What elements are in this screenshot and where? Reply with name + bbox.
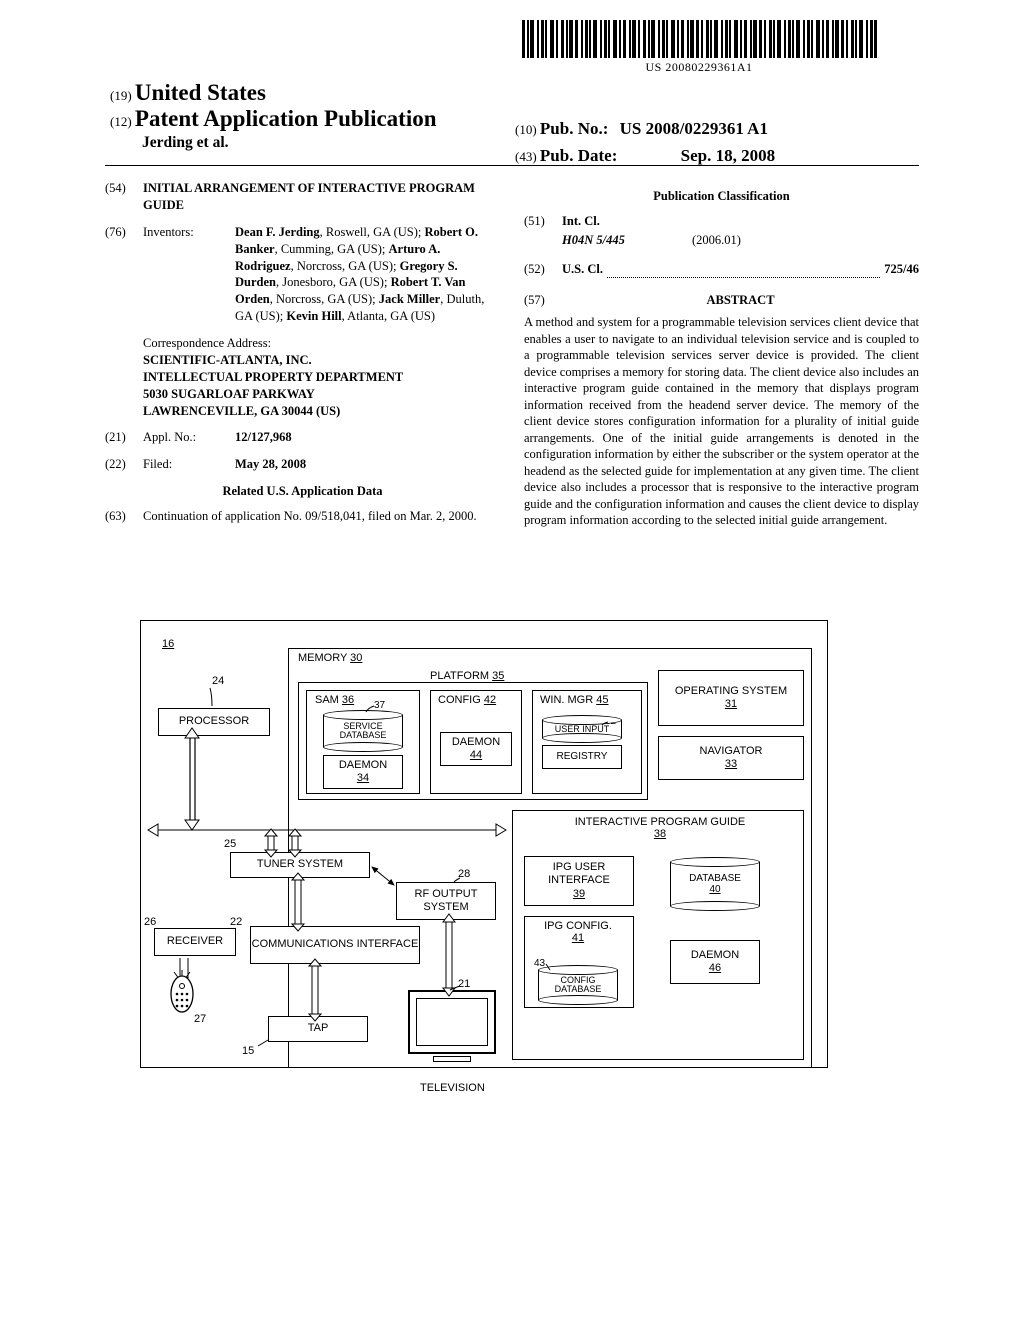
daemon-44-box: DAEMON44 — [440, 732, 512, 766]
pubno-value: US 2008/0229361 A1 — [620, 119, 768, 138]
left-column: (54) INITIAL ARRANGEMENT OF INTERACTIVE … — [105, 180, 500, 535]
country: United States — [135, 80, 266, 105]
uscl-label: U.S. Cl. — [562, 261, 603, 278]
applno-value: 12/127,968 — [235, 429, 500, 446]
pubno-label: Pub. No.: — [540, 119, 608, 138]
abstract-text: A method and system for a programmable t… — [524, 314, 919, 529]
correspondence-address: Correspondence Address: SCIENTIFIC-ATLAN… — [143, 335, 500, 419]
pubdate-value: Sep. 18, 2008 — [681, 146, 775, 165]
inventors-list: Dean F. Jerding, Roswell, GA (US); Rober… — [235, 224, 500, 325]
header-separator — [105, 165, 919, 166]
pubclass-header: Publication Classification — [524, 188, 919, 205]
field-63: (63) — [105, 508, 143, 525]
processor-box: PROCESSOR — [158, 708, 270, 736]
filed-value: May 28, 2008 — [235, 456, 500, 473]
ref-16: 16 — [162, 638, 174, 650]
field-12: (12) — [110, 114, 132, 129]
patent-header-right: (10) Pub. No.: US 2008/0229361 A1 (43) P… — [515, 115, 775, 169]
ipg-label: INTERACTIVE PROGRAM GUIDE38 — [570, 816, 750, 840]
corr-line4: LAWRENCEVILLE, GA 30044 (US) — [143, 403, 500, 420]
daemon-34-box: DAEMON34 — [323, 755, 403, 789]
memory-label: MEMORY 30 — [298, 652, 362, 664]
tv-label: TELEVISION — [420, 1082, 485, 1094]
sam-label: SAM 36 — [315, 694, 354, 706]
corr-line2: INTELLECTUAL PROPERTY DEPARTMENT — [143, 369, 500, 386]
applno-label: Appl. No.: — [143, 429, 235, 446]
field-57: (57) — [524, 292, 562, 309]
abstract-header: ABSTRACT — [562, 292, 919, 309]
os-box: OPERATING SYSTEM31 — [658, 670, 804, 726]
ref-22: 22 — [230, 916, 242, 928]
filed-label: Filed: — [143, 456, 235, 473]
ref-21: 21 — [458, 978, 470, 990]
uscl-value: 725/46 — [884, 261, 919, 278]
pubdate-label: Pub. Date: — [540, 146, 617, 165]
figure-diagram: 16 PROCESSOR 24 MEMORY 30 PLATFORM 35 SA… — [140, 620, 830, 1120]
database-label: DATABASE40 — [689, 873, 741, 895]
barcode-block: US 20080229361A1 — [474, 20, 924, 75]
tap-box: TAP — [268, 1016, 368, 1042]
intcl-code: H04N 5/445 — [562, 232, 692, 249]
ipg-ui-box: IPG USER INTERFACE39 — [524, 856, 634, 906]
related-data-header: Related U.S. Application Data — [105, 483, 500, 500]
daemon-46-box: DAEMON46 — [670, 940, 760, 984]
corr-line1: SCIENTIFIC-ATLANTA, INC. — [143, 352, 500, 369]
field-54: (54) — [105, 180, 143, 214]
comm-box: COMMUNICATIONS INTERFACE — [250, 926, 420, 964]
intcl-label: Int. Cl. — [562, 213, 919, 230]
bibliographic-columns: (54) INITIAL ARRANGEMENT OF INTERACTIVE … — [105, 180, 919, 535]
rfout-box: RF OUTPUT SYSTEM — [396, 882, 496, 920]
registry-box: REGISTRY — [542, 745, 622, 769]
field-21: (21) — [105, 429, 143, 446]
ref-24: 24 — [212, 675, 224, 687]
platform-label: PLATFORM 35 — [430, 670, 504, 682]
service-db-label: SERVICE DATABASE — [324, 722, 402, 740]
intcl-date: (2006.01) — [692, 232, 741, 249]
continuation-text: Continuation of application No. 09/518,0… — [143, 508, 500, 525]
winmgr-label: WIN. MGR 45 — [540, 694, 608, 706]
processor-label: PROCESSOR — [179, 715, 249, 728]
corr-label: Correspondence Address: — [143, 335, 500, 352]
field-19: (19) — [110, 88, 132, 103]
field-76: (76) — [105, 224, 143, 325]
barcode-graphic — [522, 20, 877, 58]
navigator-box: NAVIGATOR33 — [658, 736, 804, 780]
invention-title: INITIAL ARRANGEMENT OF INTERACTIVE PROGR… — [143, 180, 500, 214]
corr-line3: 5030 SUGARLOAF PARKWAY — [143, 386, 500, 403]
receiver-box: RECEIVER — [154, 928, 236, 956]
field-22: (22) — [105, 456, 143, 473]
tuner-box: TUNER SYSTEM — [230, 852, 370, 878]
inventors-label: Inventors: — [143, 224, 235, 325]
publication-type: Patent Application Publication — [135, 106, 437, 131]
field-51: (51) — [524, 213, 562, 230]
ref-25: 25 — [224, 838, 236, 850]
field-52: (52) — [524, 261, 562, 278]
ref-28: 28 — [458, 868, 470, 880]
patent-header: (19) United States (12) Patent Applicati… — [110, 80, 914, 152]
barcode-number: US 20080229361A1 — [474, 60, 924, 75]
ref-15: 15 — [242, 1045, 254, 1057]
ipgcfg-label: IPG CONFIG.41 — [538, 920, 618, 944]
field-10: (10) — [515, 122, 537, 137]
config-label: CONFIG 42 — [438, 694, 496, 706]
ref-26: 26 — [144, 916, 156, 928]
field-43: (43) — [515, 149, 537, 164]
right-column: Publication Classification (51) Int. Cl.… — [524, 180, 919, 535]
cfgdb-label: CONFIG DATABASE — [539, 976, 617, 994]
